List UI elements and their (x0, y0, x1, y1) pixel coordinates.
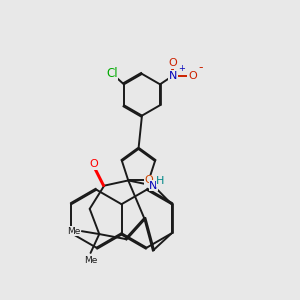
Text: Me: Me (84, 256, 97, 266)
Text: -: - (198, 61, 203, 74)
Text: N: N (149, 181, 158, 191)
Text: H: H (156, 176, 165, 186)
Text: O: O (89, 160, 98, 170)
Text: Me: Me (67, 227, 80, 236)
Text: O: O (144, 176, 153, 185)
Text: +: + (178, 64, 185, 73)
Text: O: O (188, 70, 197, 81)
Text: N: N (169, 70, 177, 81)
Text: O: O (169, 58, 178, 68)
Text: Cl: Cl (106, 67, 118, 80)
